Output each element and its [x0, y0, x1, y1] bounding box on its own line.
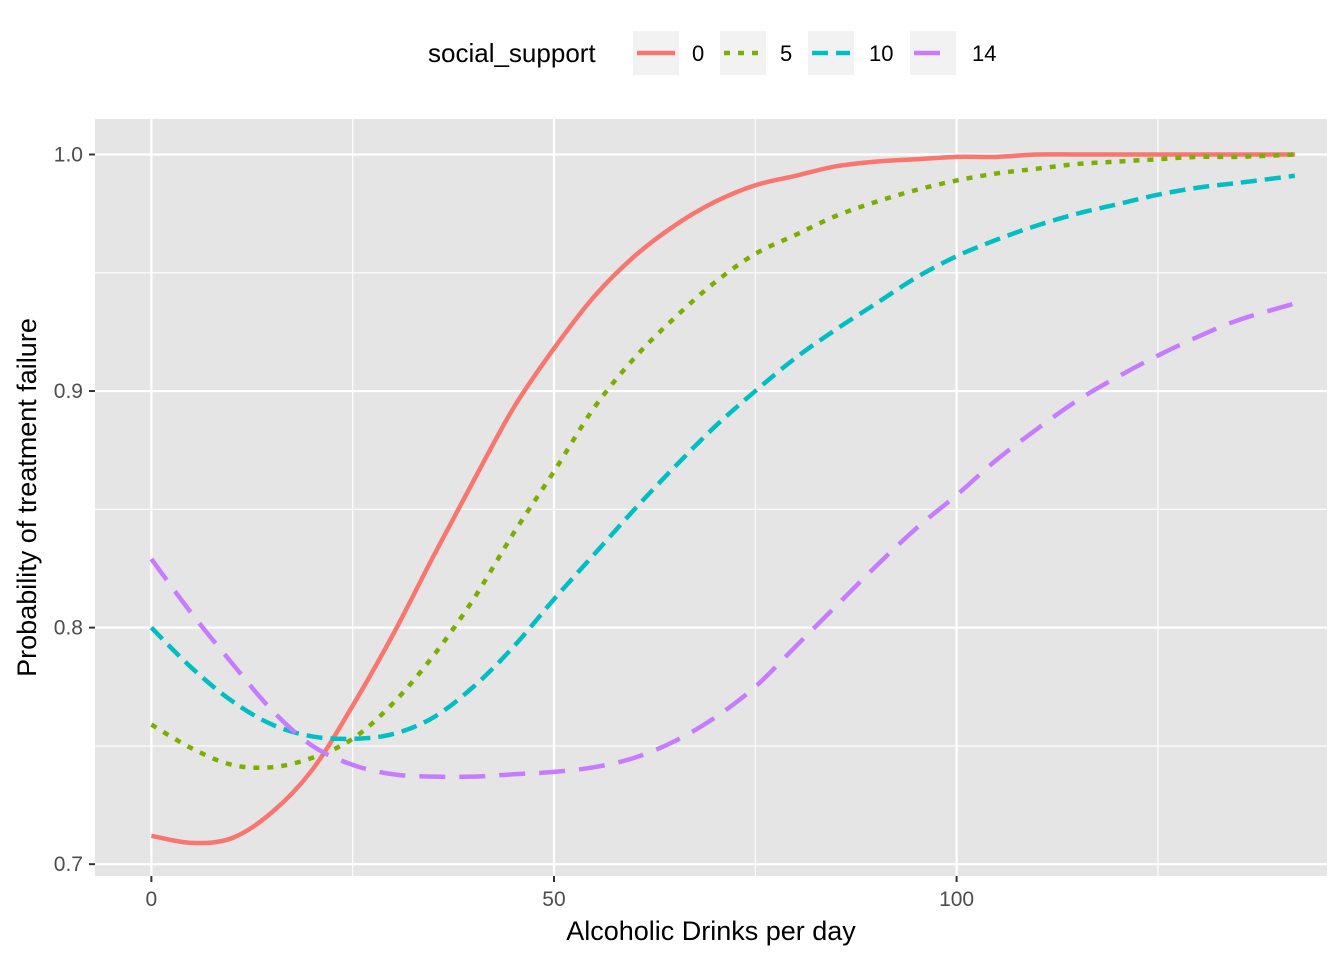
x-tick-label: 100	[939, 888, 974, 911]
y-axis-title: Probability of treatment failure	[12, 318, 42, 677]
series-lines	[149, 152, 1296, 846]
plot-area	[95, 119, 1327, 876]
y-tick-label: 0.9	[54, 380, 83, 403]
legend-items: 0 5 10 14	[633, 31, 996, 75]
y-tick-label: 0.8	[54, 617, 83, 640]
y-tick-label: 1.0	[54, 143, 83, 166]
series-line-0	[150, 152, 1295, 846]
plot-panel	[95, 119, 1327, 876]
legend: social_support 0 5 10 14	[428, 31, 996, 75]
y-tick-label: 0.7	[54, 853, 83, 876]
x-tick-label: 50	[542, 888, 565, 911]
legend-label-14: 14	[972, 41, 996, 66]
legend-label-10: 10	[869, 41, 893, 66]
axes: 0 50 100 0.7 0.8 0.9 1.0	[54, 143, 974, 911]
x-tick-label: 0	[146, 888, 158, 911]
legend-title: social_support	[428, 38, 596, 68]
series-line-10	[149, 173, 1296, 742]
series-line-14	[149, 301, 1296, 780]
x-axis-title: Alcoholic Drinks per day	[566, 916, 856, 946]
legend-label-5: 5	[780, 41, 792, 66]
legend-label-0: 0	[692, 41, 704, 66]
